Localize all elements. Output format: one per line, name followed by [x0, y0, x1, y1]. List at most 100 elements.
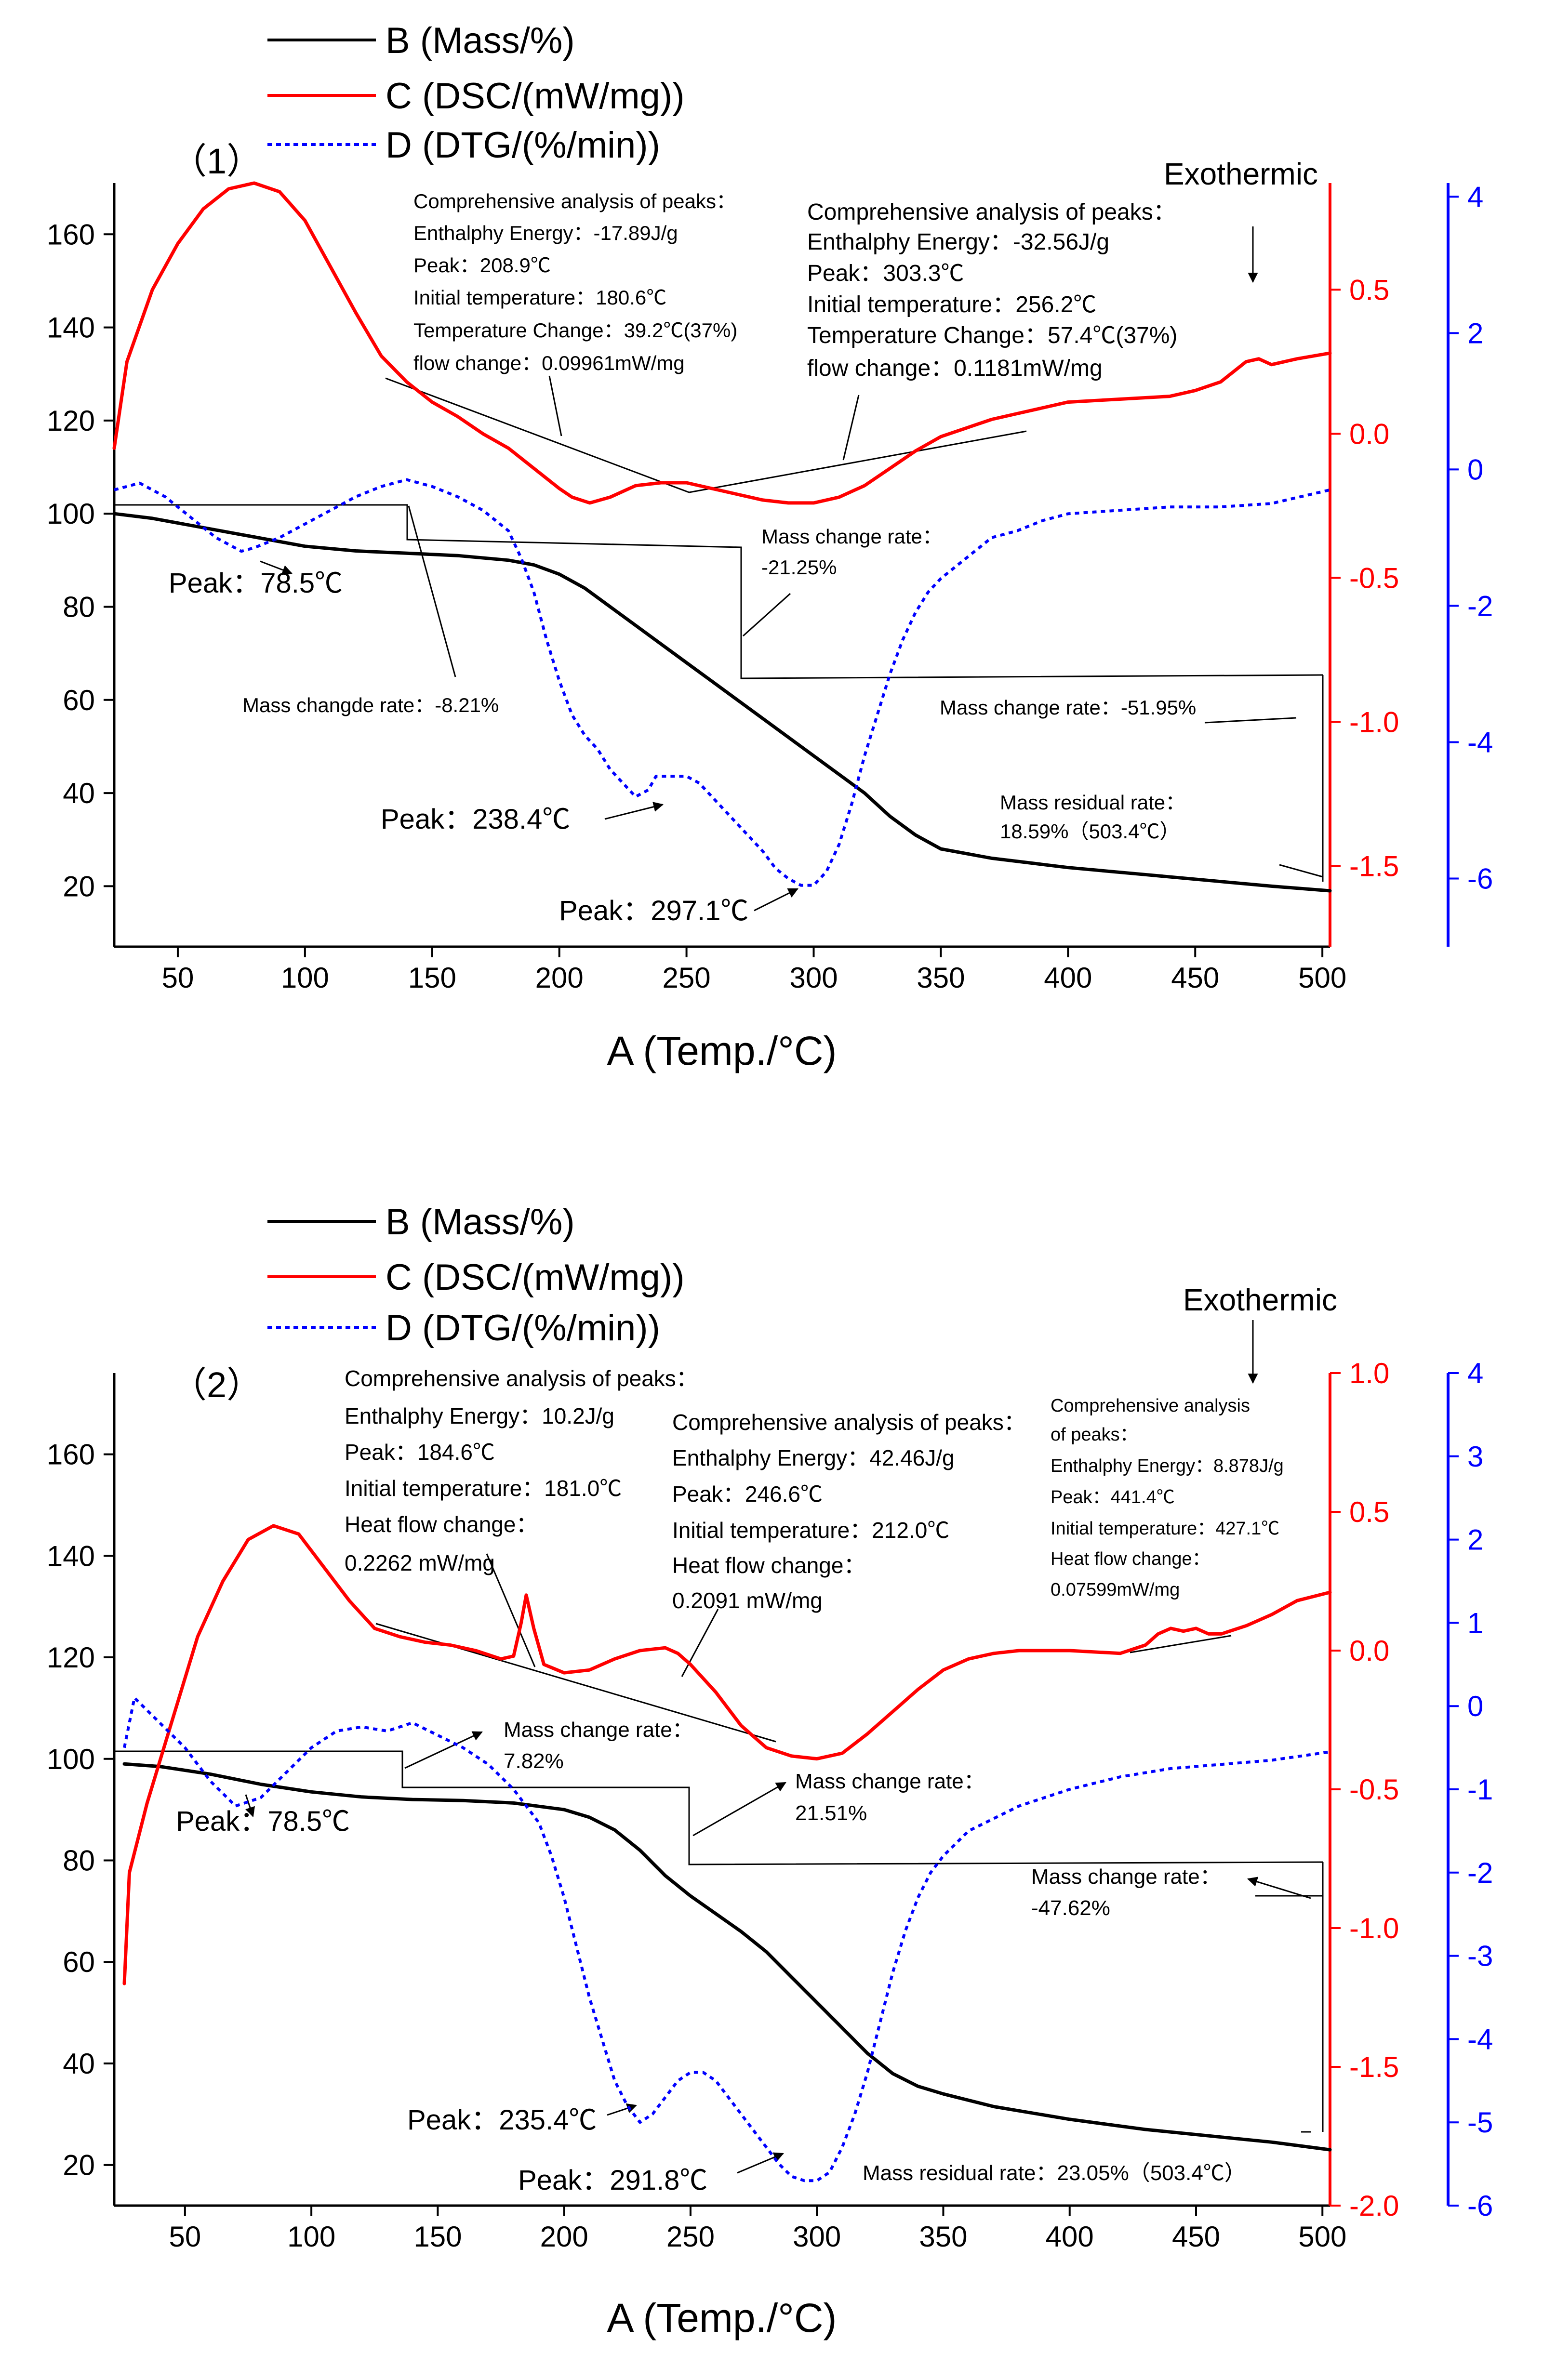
y-right-tick-label: 1.0 — [1349, 1357, 1389, 1389]
residual-value-1: 18.59%（503.4℃） — [1000, 820, 1180, 843]
y-right-tick-label: 0.0 — [1349, 418, 1389, 450]
series-c-line — [122, 1524, 1332, 1985]
mass-step-lines-2 — [114, 1750, 1323, 1865]
mass-change-2-label-1: Mass change rate： — [761, 525, 943, 548]
x-tick-label: 350 — [919, 2221, 967, 2253]
x-tick-label: 200 — [535, 962, 584, 994]
peak2-line-3: Initial temperature：256.2℃ — [807, 292, 1096, 317]
x-tick-label: 100 — [281, 962, 329, 994]
mass-change-3-label-2: Mass change rate： — [1031, 1865, 1221, 1889]
y-ticks-right2-1: -6 -4 -2 0 2 4 — [1448, 181, 1493, 895]
leader-peak1-2 — [486, 1553, 536, 1667]
panel-2: B (Mass/%) C (DSC/(mW/mg)) D (DTG/(%/min… — [47, 1202, 1493, 2340]
y-right2-tick-label: 4 — [1467, 181, 1483, 213]
peak3-line-0: Comprehensive analysis — [1051, 1396, 1250, 1416]
y-left-tick-label: 20 — [63, 870, 95, 902]
peak1-line-2: Peak：208.9℃ — [413, 254, 551, 277]
y-right2-tick-label: -4 — [1467, 726, 1493, 758]
peak1-line-5: flow change：0.09961mW/mg — [413, 352, 685, 374]
peak1-line-3: Initial temperature：180.6℃ — [413, 286, 666, 309]
y-left-tick-label: 40 — [63, 777, 95, 809]
leader-mc1-1 — [408, 505, 456, 677]
exothermic-label-2: Exothermic — [1183, 1283, 1337, 1317]
peak2-line-4: Temperature Change：57.4℃(37%) — [807, 323, 1177, 348]
y-right2-tick-label: 0 — [1467, 1690, 1483, 1722]
legend-label-c: C (DSC/(mW/mg)) — [386, 1257, 685, 1298]
peak2-line-4: Heat flow change： — [672, 1553, 865, 1578]
y-left-tick-label: 160 — [47, 1439, 95, 1471]
y-right-tick-label: 0.0 — [1349, 1635, 1389, 1667]
peak3-line-2: Enthalphy Energy：8.878J/g — [1051, 1456, 1284, 1476]
residual-label-2: Mass residual rate：23.05%（503.4℃） — [863, 2161, 1246, 2185]
series-group-1 — [112, 181, 1332, 893]
y-left-tick-label: 100 — [47, 1743, 95, 1775]
arrow-mc2-2 — [692, 1782, 786, 1837]
x-ticks-1: 50 100 150 200 250 300 350 400 450 500 — [162, 947, 1346, 994]
y-left-tick-label: 100 — [47, 498, 95, 530]
mass-change-3-label-1: Mass change rate：-51.95% — [940, 696, 1196, 719]
x-tick-label: 300 — [793, 2221, 841, 2253]
peak2-line-2: Peak：303.3℃ — [807, 261, 964, 286]
peak3-info-2: Comprehensive analysis of peaks： Enthalp… — [1051, 1396, 1284, 1600]
peak1-line-2: Peak：184.6℃ — [345, 1440, 495, 1465]
annotations-1: Exothermic Comprehensive analysis of pea… — [169, 157, 1318, 926]
y-ticks-left-1: 20 40 60 80 100 120 140 160 — [47, 218, 114, 902]
axes-2: 50 100 150 200 250 300 350 400 450 500 2040608010… — [47, 1357, 1493, 2340]
y-left-tick-label: 140 — [47, 312, 95, 344]
y-left-tick-label: 80 — [63, 1845, 95, 1877]
y-right-tick-label: 0.5 — [1349, 1496, 1389, 1528]
axes-1: 50 100 150 200 250 300 350 400 450 500 2040608010… — [47, 181, 1493, 1073]
y-ticks-right-1: -1.5 -1.0 -0.5 0.0 0.5 — [1330, 274, 1399, 883]
mass-change-3-value-2: -47.62% — [1031, 1896, 1110, 1920]
y-right2-tick-label: -2 — [1467, 590, 1493, 622]
y-right2-tick-label: 1 — [1467, 1607, 1483, 1639]
x-tick-label: 50 — [162, 962, 194, 994]
x-tick-label: 150 — [408, 962, 456, 994]
y-right2-tick-label: 0 — [1467, 453, 1483, 486]
arrow-mc1-2 — [404, 1731, 483, 1769]
y-right2-tick-label: -6 — [1467, 862, 1493, 895]
dtg-peak-1-label-2: Peak：78.5℃ — [176, 1806, 350, 1837]
y-right-tick-label: -1.0 — [1349, 706, 1399, 738]
y-right2-tick-label: -6 — [1467, 2190, 1493, 2222]
mass-change-1-label-1: Mass changde rate：-8.21% — [242, 694, 499, 716]
y-ticks-right2-2: -6 -5 -4 -3 -2 -1 0 1 2 3 4 — [1448, 1357, 1493, 2222]
y-right-tick-label: -1.5 — [1349, 2051, 1399, 2083]
arrow-dtg2-1 — [604, 802, 664, 820]
y-right2-tick-label: -2 — [1467, 1857, 1493, 1889]
y-right2-tick-label: 2 — [1467, 317, 1483, 349]
panel-label-2: （2） — [171, 1365, 262, 1405]
x-tick-label: 500 — [1298, 2221, 1346, 2253]
dtg-peak-1-label-1: Peak：78.5℃ — [169, 568, 343, 599]
y-left-tick-label: 120 — [47, 1641, 95, 1674]
y-right-tick-label: -0.5 — [1349, 1773, 1399, 1806]
y-right2-tick-label: -1 — [1467, 1773, 1493, 1806]
series-d-line — [114, 478, 1330, 887]
y-right2-tick-label: 3 — [1467, 1441, 1483, 1473]
x-tick-label: 350 — [917, 962, 965, 994]
peak2-line-2: Peak：246.6℃ — [672, 1481, 823, 1507]
mass-change-2-value-1: -21.25% — [761, 556, 837, 579]
x-tick-label: 200 — [540, 2221, 588, 2253]
dtg-peak-2-label-2: Peak：235.4℃ — [407, 2104, 597, 2136]
panel-label-1: （1） — [171, 141, 262, 181]
arrow-dtg3-2 — [737, 2152, 784, 2174]
mass-change-2-label-2: Mass change rate： — [795, 1770, 985, 1793]
x-tick-label: 250 — [663, 962, 711, 994]
y-left-tick-label: 20 — [63, 2149, 95, 2182]
annotations-2: Exothermic Comprehensive analysis of pea… — [176, 1283, 1337, 2196]
peak1-info-2: Comprehensive analysis of peaks： Enthalp… — [345, 1366, 698, 1575]
dtg-peak-3-label-2: Peak：291.8℃ — [518, 2165, 707, 2196]
x-tick-label: 100 — [287, 2221, 335, 2253]
y-right2-tick-label: -4 — [1467, 2023, 1493, 2055]
legend-label-b: B (Mass/%) — [386, 20, 575, 61]
arrow-dtg1-1 — [260, 560, 293, 575]
peak1-line-4: Temperature Change：39.2℃(37%) — [413, 319, 737, 342]
y-left-tick-label: 60 — [63, 1946, 95, 1978]
dsc-baseline-1a — [385, 377, 690, 493]
peak2-info-1: Comprehensive analysis of peaks： Enthalp… — [807, 199, 1177, 381]
x-tick-label: 400 — [1044, 962, 1092, 994]
mass-change-1-value-2: 7.82% — [504, 1749, 564, 1773]
residual-label-1: Mass residual rate： — [1000, 791, 1185, 814]
x-tick-label: 500 — [1298, 962, 1346, 994]
